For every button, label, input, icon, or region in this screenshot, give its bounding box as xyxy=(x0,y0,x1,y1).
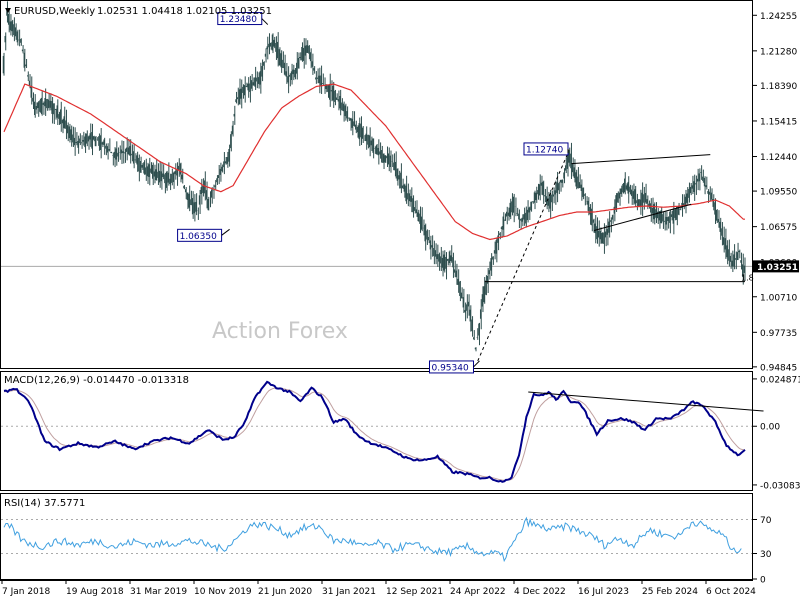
rsi-y-axis: 70 30 0 xyxy=(753,516,772,586)
price-y-tick-label: 1.18390 xyxy=(760,82,797,92)
fib-level-label: 1.8 xyxy=(741,274,754,283)
x-tick-label: 31 Mar 2019 xyxy=(130,587,187,597)
price-ohlc-label: 1.02531 1.04418 1.02105 1.03251 xyxy=(97,6,272,17)
current-price-label: 1.03251 xyxy=(757,263,798,273)
rsi-gridlines xyxy=(1,519,752,554)
moving-average-line xyxy=(3,83,745,241)
x-tick-label: 25 Feb 2024 xyxy=(642,587,698,597)
price-y-tick-label: 0.94845 xyxy=(760,363,797,373)
x-tick-label: 6 Oct 2024 xyxy=(706,587,756,597)
price-trendlines xyxy=(477,152,745,362)
price-y-tick-label: 1.21280 xyxy=(760,47,797,57)
watermark: Action Forex xyxy=(212,319,348,344)
price-annotation-label: 1.06350 xyxy=(180,232,217,242)
trendline xyxy=(593,203,692,232)
price-annotation-leader xyxy=(473,360,480,368)
price-y-tick-label: 1.00710 xyxy=(760,293,797,303)
rsi-line xyxy=(3,516,742,563)
macd-pane-frame xyxy=(0,371,753,491)
price-y-tick-label: 1.15415 xyxy=(760,117,797,127)
x-tick-label: 21 Jun 2020 xyxy=(258,587,312,597)
x-tick-label: 16 Jul 2023 xyxy=(578,587,629,597)
macd-pane-title: MACD(12,26,9) -0.014470 -0.013318 xyxy=(4,375,189,386)
price-annotation-label: 0.95340 xyxy=(431,363,468,373)
macd-y-axis: 0.024871 0.00 -0.030836 xyxy=(753,375,800,491)
trendline xyxy=(571,154,711,165)
price-y-tick-label: 1.06575 xyxy=(760,223,797,233)
price-y-axis: 1.24255 1.21280 1.18390 1.15415 1.12440 1.095… xyxy=(753,12,799,373)
price-candles xyxy=(2,1,746,352)
rsi-y-tick-label: 0 xyxy=(760,576,766,586)
x-tick-label: 24 Apr 2022 xyxy=(450,587,506,597)
price-annotation-label: 1.23480 xyxy=(220,15,257,25)
rsi-pane-title: RSI(14) 37.5771 xyxy=(4,498,85,509)
dashed-trendline xyxy=(477,152,569,362)
macd-line xyxy=(3,380,746,483)
dropdown-triangle-icon[interactable] xyxy=(5,8,11,13)
macd-y-tick-label: 0.00 xyxy=(760,423,780,433)
price-y-tick-label: 0.97735 xyxy=(760,329,797,339)
macd-trendline xyxy=(528,391,764,412)
x-tick-label: 19 Aug 2018 xyxy=(66,587,124,597)
price-pane-frame xyxy=(0,0,753,369)
rsi-pane-frame xyxy=(0,493,753,580)
macd-lines xyxy=(3,380,746,483)
macd-y-tick-label: 0.024871 xyxy=(760,375,800,385)
x-tick-label: 10 Nov 2019 xyxy=(194,587,252,597)
price-annotation-leader xyxy=(261,18,269,25)
price-annotation-label: 1.12740 xyxy=(526,145,563,155)
price-pane-title: EURUSD,Weekly xyxy=(14,6,95,17)
macd-trendline xyxy=(528,391,764,412)
rsi-y-tick-label: 30 xyxy=(760,550,772,560)
price-y-tick-label: 1.09550 xyxy=(760,188,797,198)
x-tick-label: 7 Jan 2018 xyxy=(2,587,50,597)
x-tick-label: 31 Jan 2021 xyxy=(322,587,376,597)
price-y-tick-label: 1.24255 xyxy=(760,12,797,22)
price-annotation-leader xyxy=(221,228,230,236)
rsi-y-tick-label: 70 xyxy=(760,516,772,526)
price-annotations: 1.23480 1.06350 0.95340 1.12740 1.8 xyxy=(177,12,754,374)
x-tick-label: 12 Sep 2021 xyxy=(386,587,443,597)
macd-signal-line xyxy=(3,387,745,481)
rsi-line xyxy=(3,516,742,563)
moving-average xyxy=(3,83,745,241)
current-price-box xyxy=(753,260,799,273)
x-tick-label: 4 Dec 2022 xyxy=(514,587,566,597)
price-y-tick-label: 1.12440 xyxy=(760,153,797,163)
macd-y-tick-label: -0.030836 xyxy=(760,481,800,491)
x-axis: 7 Jan 2018 19 Aug 2018 31 Mar 2019 10 Nov 2… xyxy=(1,580,756,597)
price-header: EURUSD,Weekly 1.02531 1.04418 1.02105 1.… xyxy=(5,6,272,17)
